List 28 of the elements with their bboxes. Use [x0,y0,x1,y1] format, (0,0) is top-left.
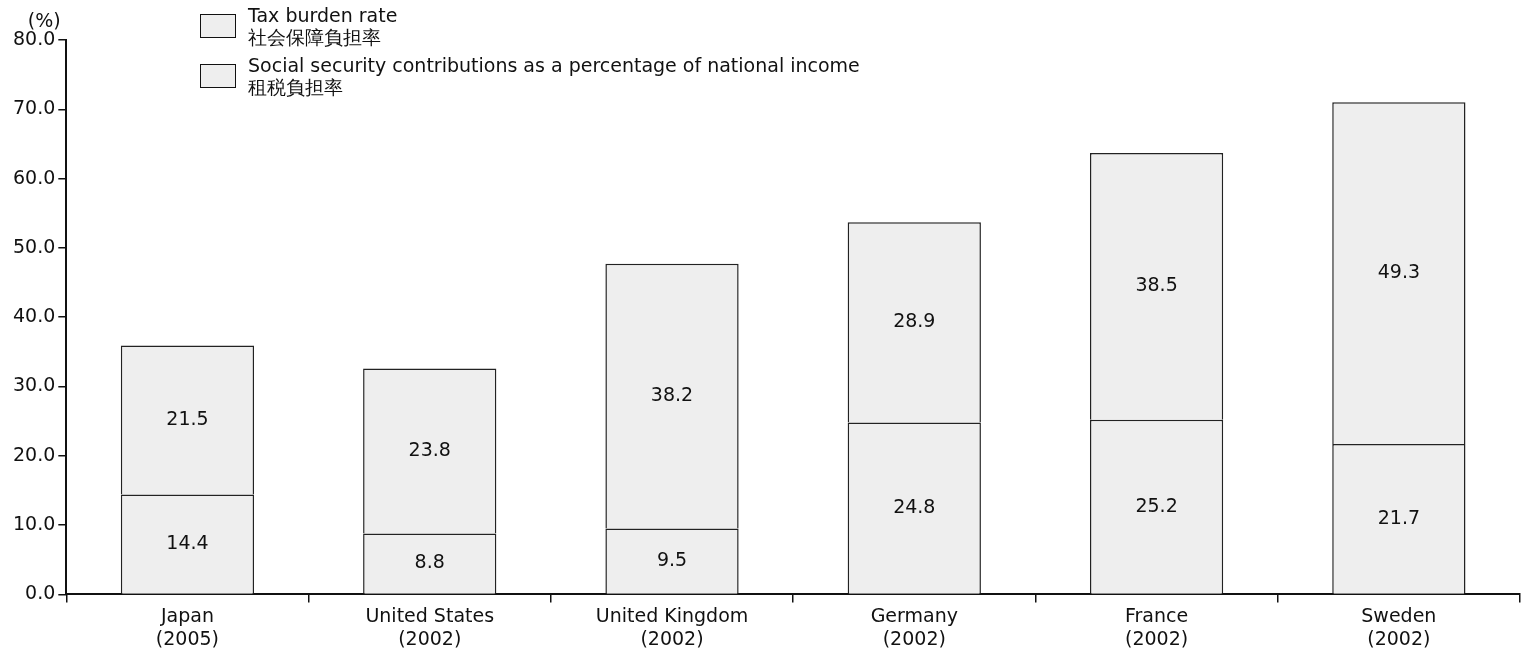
x-tick-label: France (2002) [1124,603,1189,649]
data-label: 23.8 [408,437,451,460]
data-label: 38.5 [1135,273,1178,296]
x-tick-label: United States (2002) [365,603,495,649]
y-tick-label: 20.0 [12,442,56,465]
y-tick-label: 10.0 [12,512,56,535]
y-tick-label: 40.0 [12,304,56,327]
data-label: 28.9 [893,309,936,332]
x-tick-label: Sweden (2002) [1361,603,1437,649]
y-tick-label: 0.0 [25,581,56,604]
legend-label: Tax burden rate 社会保障負担率 [248,4,398,48]
x-tick-label: Germany (2002) [870,603,958,649]
data-label: 9.5 [656,548,688,571]
data-label: 25.2 [1135,493,1178,516]
data-label: 38.2 [650,383,694,406]
data-label: 21.7 [1377,505,1421,528]
y-tick-label: 50.0 [12,234,56,257]
y-tick-label: 60.0 [12,165,56,188]
y-tick-label: 30.0 [12,373,56,396]
data-label: 14.4 [166,531,209,554]
x-tick-label: Japan (2005) [155,603,220,649]
data-label: 24.8 [893,495,936,518]
y-tick-label: 70.0 [12,96,56,119]
data-label: 21.5 [166,407,209,430]
x-tick-label: United Kingdom (2002) [595,603,749,649]
data-label: 49.3 [1377,260,1421,283]
data-label: 8.8 [414,550,445,573]
legend-label: Social security contributions as a percentage of national income 租税負担率 [248,54,860,98]
